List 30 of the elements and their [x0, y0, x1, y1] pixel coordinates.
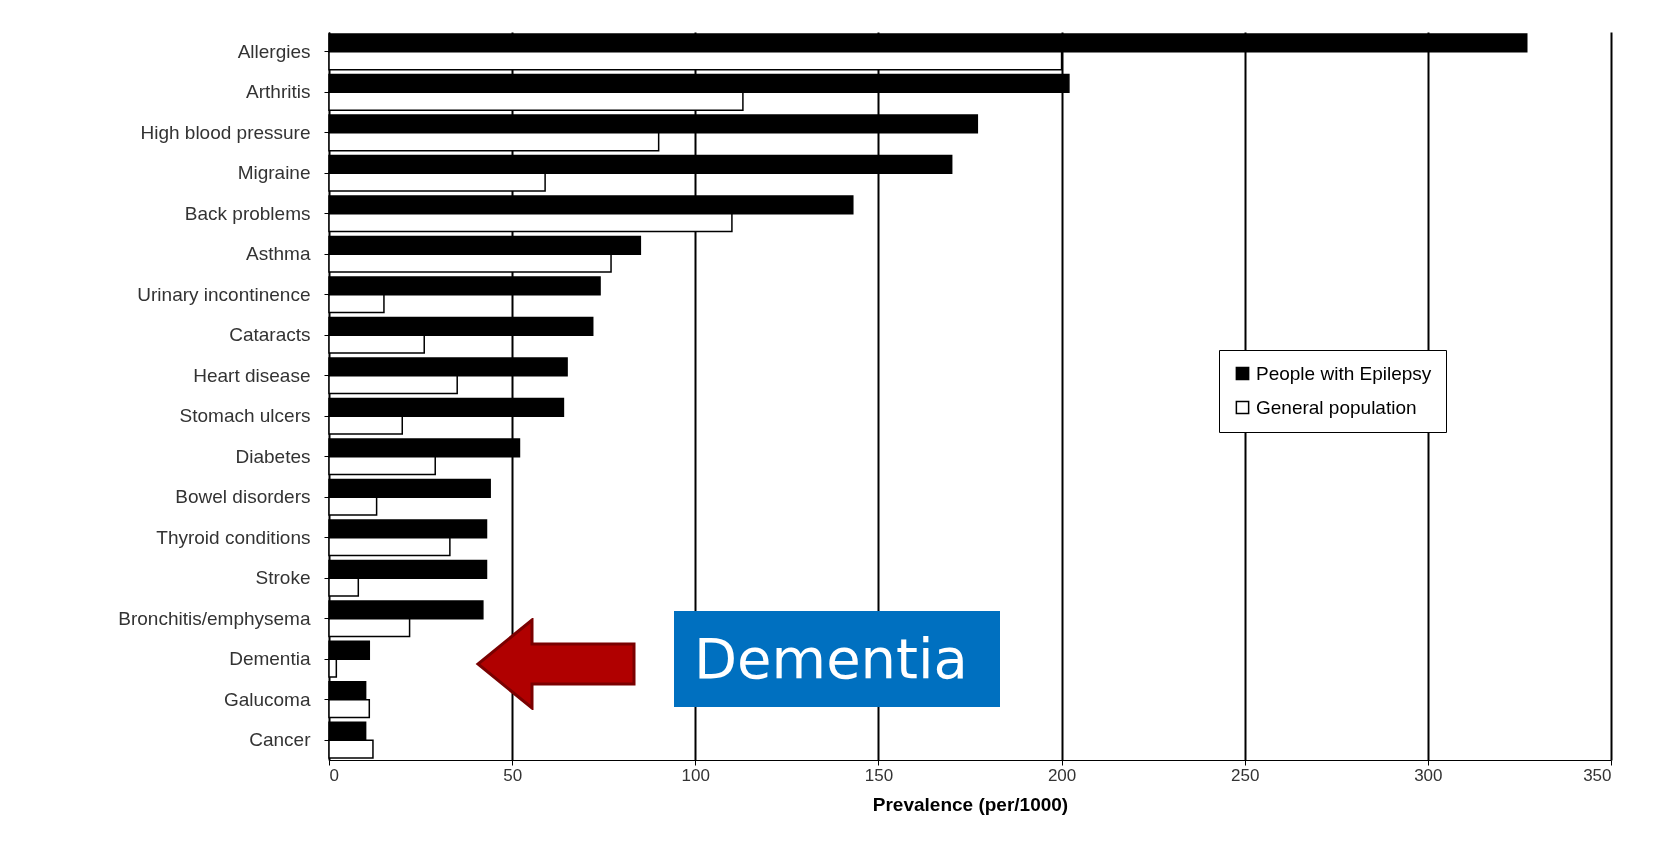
x-axis-title: Prevalence (per/1000) [872, 793, 1069, 815]
y-tick-label: Galucoma [223, 688, 311, 710]
x-tick-label: 0 [329, 765, 339, 785]
x-tick-label: 300 [1414, 765, 1443, 785]
y-tick-label: Arthritis [246, 81, 311, 103]
y-tick-label: Urinary incontinence [137, 283, 311, 305]
y-tick-label: High blood pressure [140, 121, 311, 143]
x-tick-label: 250 [1231, 765, 1260, 785]
annotation: Dementia [674, 611, 1000, 707]
y-tick-label: Cataracts [229, 324, 311, 346]
x-tick-label: 200 [1047, 765, 1077, 785]
y-tick-label: Bronchitis/emphysema [118, 607, 311, 629]
x-tick-label: 150 [864, 765, 894, 785]
legend-label: General population [1256, 396, 1417, 418]
y-tick-label: Stroke [255, 567, 311, 589]
x-tick-label: 50 [503, 765, 523, 785]
x-tick-label: 350 [1583, 765, 1612, 785]
y-tick-label: Stomach ulcers [179, 405, 311, 427]
y-tick-label: Heart disease [193, 364, 311, 386]
y-tick-label: Dementia [229, 648, 311, 670]
y-tick-label: Migraine [237, 162, 311, 184]
y-tick-label: Thyroid conditions [156, 526, 311, 548]
y-tick-label: Allergies [237, 40, 311, 62]
y-tick-label: Back problems [184, 202, 311, 224]
y-tick-label: Asthma [246, 243, 311, 265]
y-tick-label: Bowel disorders [175, 486, 311, 508]
legend-label: People with Epilepsy [1256, 362, 1432, 384]
y-tick-label: Cancer [249, 729, 312, 751]
x-tick-label: 100 [681, 765, 710, 785]
y-tick-label: Diabetes [235, 445, 311, 467]
